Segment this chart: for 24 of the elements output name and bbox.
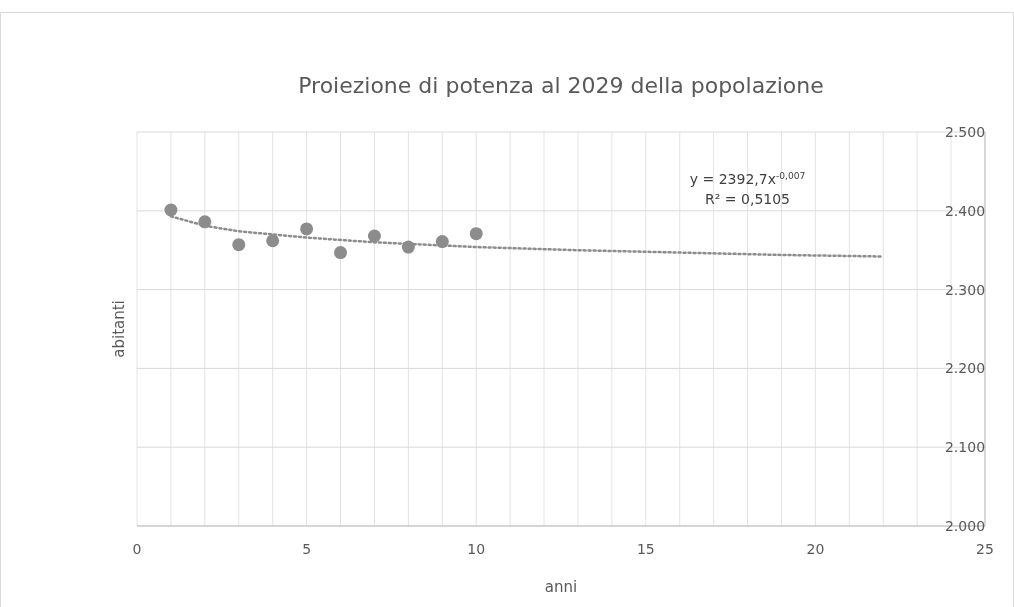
x-tick-label: 5	[302, 541, 312, 557]
point	[334, 246, 348, 260]
x-tick-label: 20	[806, 541, 825, 557]
point	[300, 222, 314, 236]
x-tick-label: 10	[467, 541, 486, 557]
point	[232, 238, 246, 252]
y-tick-label: 2.400	[944, 202, 986, 219]
annotation: R² = 0,5105	[705, 191, 791, 207]
y-tick-label: 2.300	[944, 281, 986, 298]
point	[164, 203, 178, 217]
chart-title: Proiezione di potenza al 2029 della popolazione	[298, 73, 824, 98]
y-tick-label: 2.500	[944, 124, 986, 140]
y-tick-label: 2.000	[944, 518, 986, 534]
y-axis-title: abitanti	[110, 300, 128, 358]
x-tick-label: 25	[976, 541, 994, 557]
point	[469, 227, 483, 241]
y-tick-label: 2.100	[944, 439, 986, 456]
y-tick-label: 2.200	[944, 360, 986, 377]
annotation: y = 2392,7x$^{-0,007}$	[689, 171, 806, 187]
x-tick-label: 0	[132, 541, 142, 557]
x-tick-label: 15	[636, 541, 655, 557]
point	[266, 234, 280, 248]
x-axis-title: anni	[544, 578, 578, 596]
point	[367, 229, 381, 243]
